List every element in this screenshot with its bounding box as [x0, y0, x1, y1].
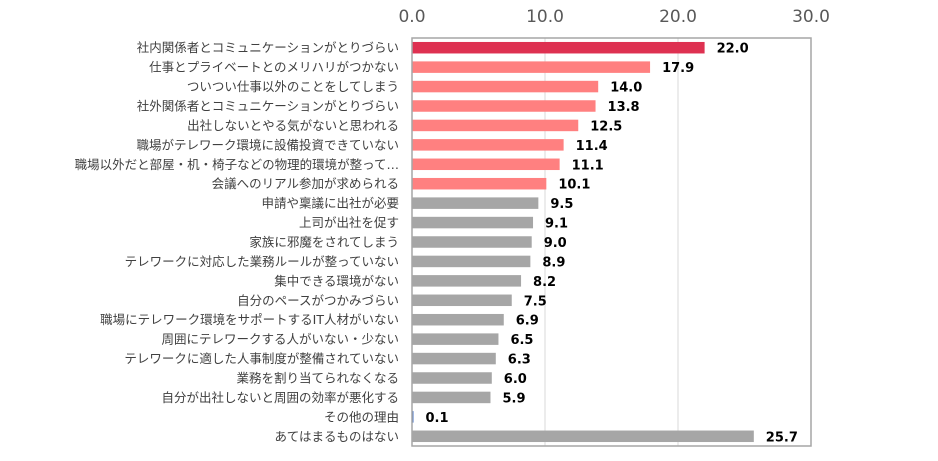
- category-label: 自分が出社しないと周囲の効率が悪化する: [161, 390, 399, 405]
- bar: [412, 372, 492, 384]
- category-label: 自分のペースがつかみづらい: [237, 293, 399, 308]
- category-label: 上司が出社を促す: [299, 215, 399, 230]
- bar: [412, 100, 596, 112]
- category-label: 出社しないとやる気がないと思われる: [187, 118, 399, 133]
- value-label: 22.0: [717, 42, 749, 57]
- category-label: 職場がテレワーク環境に設備投資できていない: [136, 137, 399, 152]
- value-label: 6.0: [504, 372, 527, 387]
- category-labels: 社内関係者とコミュニケーションがとりづらい仕事とプライベートとのメリハリがつかな…: [75, 40, 399, 444]
- category-label: ついつい仕事以外のことをしてしまう: [187, 79, 399, 94]
- x-tick-label: 10.0: [526, 7, 564, 27]
- value-label: 9.5: [550, 197, 573, 212]
- value-labels: 22.0 17.9 14.0 13.8 12.5 11.4 11.1 10.1 9.5 9.1 9.…: [426, 42, 798, 446]
- category-label: 会議へのリアル参加が求められる: [212, 176, 399, 191]
- value-label: 0.1: [426, 411, 449, 426]
- category-label: その他の理由: [324, 409, 399, 424]
- value-label: 11.1: [572, 158, 604, 173]
- category-label: あてはまるものはない: [274, 429, 399, 444]
- x-axis-ticks: 0.0 10.0 20.0 30.0: [398, 7, 829, 27]
- category-label: テレワークに適した人事制度が整備されていない: [124, 351, 399, 366]
- category-label: 仕事とプライベートとのメリハリがつかない: [149, 60, 399, 75]
- category-label: 家族に邪魔をされてしまう: [249, 235, 399, 250]
- bar: [412, 158, 560, 171]
- value-label: 5.9: [502, 391, 525, 406]
- value-label: 12.5: [590, 119, 622, 134]
- bar: [412, 197, 539, 209]
- bar: [412, 255, 531, 268]
- category-label: 職場にテレワーク環境をサポートするIT人材がいない: [100, 312, 399, 327]
- value-label: 7.5: [524, 294, 547, 309]
- category-label: 業務を割り当てられなくなる: [236, 371, 399, 386]
- plot-area-frame: [411, 37, 812, 447]
- bar: [412, 294, 512, 307]
- value-label: 9.1: [545, 217, 568, 232]
- bar: [412, 313, 504, 326]
- bar: [412, 275, 522, 287]
- bar: [412, 177, 547, 190]
- category-label: 周囲にテレワークする人がいない・少ない: [161, 332, 399, 347]
- value-label: 13.8: [608, 100, 640, 115]
- bar: [412, 430, 754, 443]
- bar: [412, 41, 705, 54]
- value-label: 6.5: [510, 333, 533, 348]
- category-label: 職場以外だと部屋・机・椅子などの物理的環境が整って…: [75, 157, 399, 172]
- value-label: 14.0: [610, 81, 642, 96]
- value-label: 17.9: [662, 61, 694, 76]
- value-label: 8.9: [542, 255, 565, 270]
- bar: [412, 139, 564, 151]
- category-label: 申請や稟議に出社が必要: [261, 196, 399, 211]
- bar: [412, 216, 534, 229]
- x-tick-label: 20.0: [659, 7, 697, 27]
- x-tick-label: 30.0: [792, 7, 830, 27]
- bar: [412, 80, 599, 93]
- bars: [412, 41, 754, 443]
- category-label: 集中できる環境がない: [274, 273, 399, 288]
- x-tick-label: 0.0: [398, 7, 425, 27]
- bar: [412, 119, 579, 132]
- bar: [412, 61, 651, 73]
- value-label: 10.1: [558, 178, 590, 193]
- value-label: 9.0: [544, 236, 567, 251]
- bar: [412, 352, 496, 365]
- value-label: 11.4: [576, 139, 608, 154]
- category-label: 社外関係者とコミュニケーションがとりづらい: [137, 99, 399, 114]
- value-label: 25.7: [766, 430, 798, 445]
- bar: [412, 391, 491, 404]
- bar: [412, 236, 532, 248]
- value-label: 8.2: [533, 275, 556, 290]
- bar: [412, 333, 499, 345]
- value-label: 6.3: [508, 353, 531, 368]
- category-label: 社内関係者とコミュニケーションがとりづらい: [137, 40, 399, 55]
- category-label: テレワークに対応した業務ルールが整っていない: [125, 254, 399, 269]
- value-label: 6.9: [516, 314, 539, 329]
